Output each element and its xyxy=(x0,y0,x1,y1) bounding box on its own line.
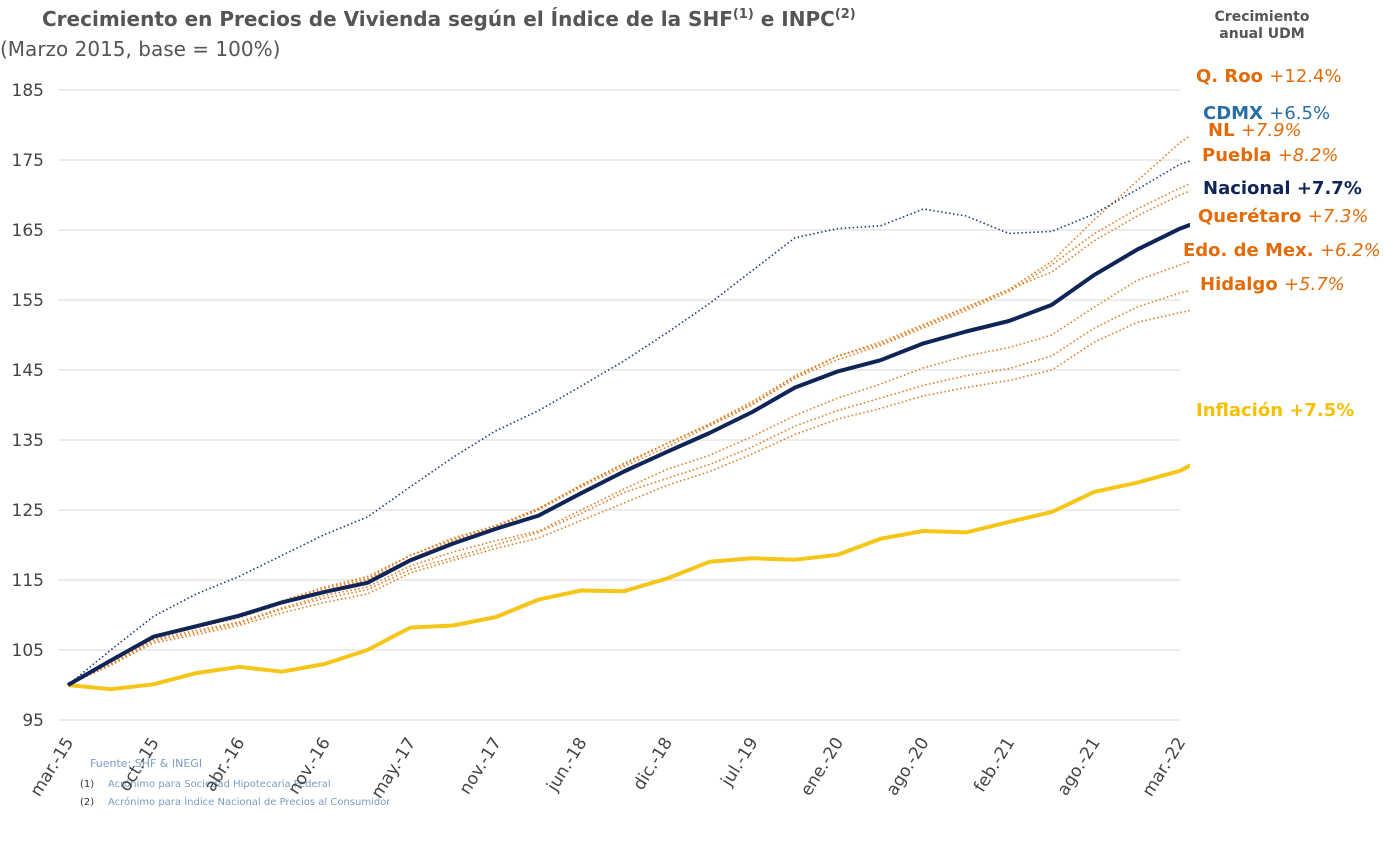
series-line xyxy=(67,260,1190,686)
x-tick-label: dic.-18 xyxy=(629,734,677,794)
y-tick-label: 105 xyxy=(12,641,44,661)
series-name: CDMX xyxy=(1203,103,1263,124)
title-sup: (1) xyxy=(733,7,754,22)
series-growth: +7.7% xyxy=(1297,178,1362,199)
series-line xyxy=(67,309,1190,686)
footnote-marker: (1) xyxy=(80,779,94,790)
y-tick-label: 115 xyxy=(12,571,44,591)
series-label: Hidalgo +5.7% xyxy=(1200,274,1345,295)
series-growth: +6.5% xyxy=(1269,103,1330,124)
y-tick-label: 185 xyxy=(12,81,44,101)
x-tick-label: mar.-15 xyxy=(27,734,79,800)
series-name: Q. Roo xyxy=(1196,66,1263,87)
x-tick-label: may.-17 xyxy=(368,734,421,802)
series-name: NL xyxy=(1208,120,1235,141)
series-line xyxy=(67,289,1190,686)
series-name: Querétaro xyxy=(1198,206,1301,227)
source: Fuente: SHF & INEGI xyxy=(90,757,202,770)
series-line xyxy=(67,160,1190,686)
series-line xyxy=(67,222,1190,687)
series-name: Nacional xyxy=(1203,178,1291,199)
series-label: Puebla +8.2% xyxy=(1202,145,1339,166)
chart-title: Crecimiento en Precios de Vivienda según… xyxy=(42,7,856,31)
series-label: Q. Roo +12.4% xyxy=(1196,66,1342,87)
series-label: CDMX +6.5% xyxy=(1203,103,1330,124)
y-tick-label: 155 xyxy=(12,291,44,311)
series-growth: +7.3% xyxy=(1308,206,1369,227)
y-tick-label: 165 xyxy=(12,221,44,241)
series-line xyxy=(67,135,1190,686)
x-tick-label: jun.-18 xyxy=(542,734,591,796)
series-label: Edo. de Mex. +6.2% xyxy=(1183,240,1381,261)
plot-area xyxy=(67,135,1190,692)
y-tick-label: 95 xyxy=(22,711,44,731)
subtitle: (Marzo 2015, base = 100%) xyxy=(0,37,280,61)
title-text: e INPC xyxy=(754,7,835,31)
series-growth: +7.5% xyxy=(1289,400,1354,421)
title-text: Crecimiento en Precios de Vivienda según… xyxy=(42,7,733,31)
series-growth: +6.2% xyxy=(1320,240,1381,261)
series-growth: +8.2% xyxy=(1278,145,1339,166)
series-label: NL +7.9% xyxy=(1208,120,1302,141)
footnote: Acrónimo para Sociedad Hipotecaria Feder… xyxy=(108,778,331,790)
x-tick-label: feb.-21 xyxy=(970,734,1019,796)
series-label: Nacional +7.7% xyxy=(1203,178,1362,199)
series-growth: +5.7% xyxy=(1284,274,1345,295)
series-name: Hidalgo xyxy=(1200,274,1278,295)
y-tick-label: 135 xyxy=(12,431,44,451)
footnote: Acrónimo para Índice Nacional de Precios… xyxy=(108,795,391,808)
series-label: Inflación +7.5% xyxy=(1196,400,1354,421)
series-growth: +7.9% xyxy=(1241,120,1302,141)
x-tick-label: ene.-20 xyxy=(797,734,848,800)
series-line xyxy=(67,183,1190,686)
footnote-marker: (2) xyxy=(80,797,94,808)
y-tick-label: 175 xyxy=(12,151,44,171)
series-growth: +12.4% xyxy=(1269,66,1341,87)
x-tick-label: ago.-21 xyxy=(1054,734,1105,799)
legend-header: anual UDM xyxy=(1219,26,1304,42)
x-tick-label: jul.-19 xyxy=(717,734,763,791)
series-name: Inflación xyxy=(1196,400,1283,421)
series-name: Puebla xyxy=(1202,145,1271,166)
series-line xyxy=(67,190,1190,686)
x-tick-label: ago.-20 xyxy=(882,734,933,799)
x-tick-label: nov.-17 xyxy=(456,734,506,798)
legend-header: Crecimiento xyxy=(1215,9,1310,25)
series-line xyxy=(67,463,1190,692)
y-tick-label: 145 xyxy=(12,361,44,381)
series-name: Edo. de Mex. xyxy=(1183,240,1314,261)
series-label: Querétaro +7.3% xyxy=(1198,206,1369,227)
title-sup: (2) xyxy=(835,7,856,22)
x-tick-label: mar.-22 xyxy=(1139,734,1191,800)
y-tick-label: 125 xyxy=(12,501,44,521)
